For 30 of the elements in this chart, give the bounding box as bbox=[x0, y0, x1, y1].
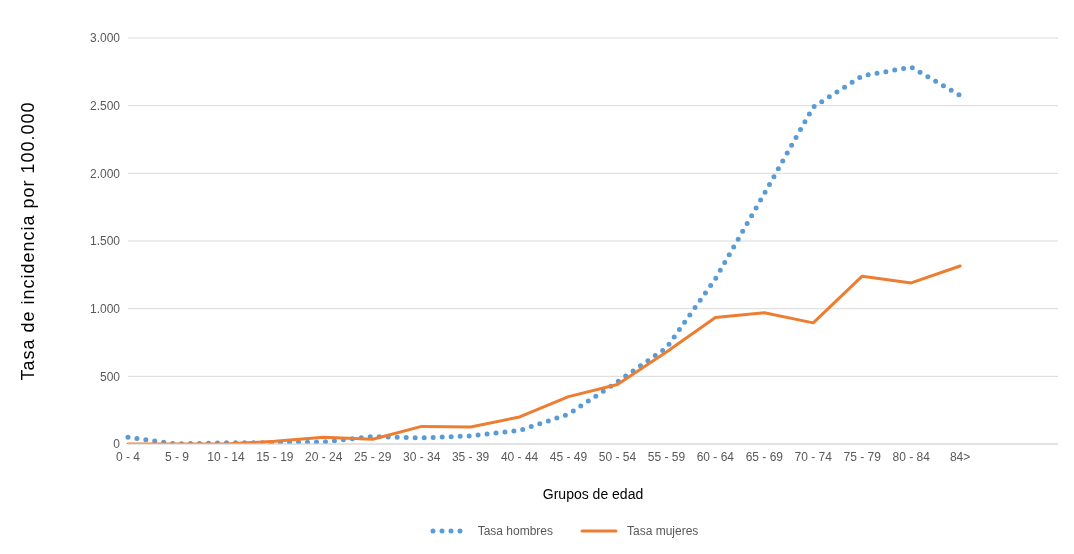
y-tick-label: 500 bbox=[99, 369, 121, 384]
y-axis-title: Tasa de incidencia por 100.000 bbox=[18, 101, 39, 381]
y-tick-label: 1.500 bbox=[89, 234, 121, 249]
x-tick-label: 65 - 69 bbox=[745, 449, 784, 464]
y-tick-label: 2.000 bbox=[89, 166, 121, 181]
legend-label: Tasa hombres bbox=[477, 524, 553, 538]
x-tick-label: 50 - 54 bbox=[598, 449, 637, 464]
x-tick-label: 75 - 79 bbox=[843, 449, 882, 464]
y-tick-label: 1.000 bbox=[89, 301, 121, 316]
x-tick-label: 35 - 39 bbox=[451, 449, 490, 464]
x-tick-label: 20 - 24 bbox=[305, 449, 343, 464]
y-tick-label: 2.500 bbox=[89, 98, 121, 113]
x-tick-label: 45 - 49 bbox=[549, 449, 588, 464]
x-tick-label: 84> bbox=[949, 449, 971, 464]
x-tick-label: 40 - 44 bbox=[500, 449, 539, 464]
x-axis-title: Grupos de edad bbox=[542, 486, 644, 502]
x-tick-label: 25 - 29 bbox=[354, 449, 392, 464]
y-tick-label: 3.000 bbox=[89, 31, 121, 46]
x-tick-label: 10 - 14 bbox=[207, 449, 245, 464]
x-tick-label: 55 - 59 bbox=[647, 449, 686, 464]
x-tick-label: 5 - 9 bbox=[164, 449, 190, 464]
x-tick-label: 15 - 19 bbox=[256, 449, 294, 464]
line-series bbox=[126, 264, 962, 444]
y-tick-label: 0 bbox=[113, 437, 121, 452]
x-tick-label: 60 - 64 bbox=[696, 449, 735, 464]
legend-label: Tasa mujeres bbox=[627, 524, 699, 538]
x-tick-label: 80 - 84 bbox=[892, 449, 931, 464]
x-tick-label: 70 - 74 bbox=[794, 449, 833, 464]
x-tick-label: 30 - 34 bbox=[403, 449, 441, 464]
x-tick-label: 0 - 4 bbox=[115, 449, 141, 464]
